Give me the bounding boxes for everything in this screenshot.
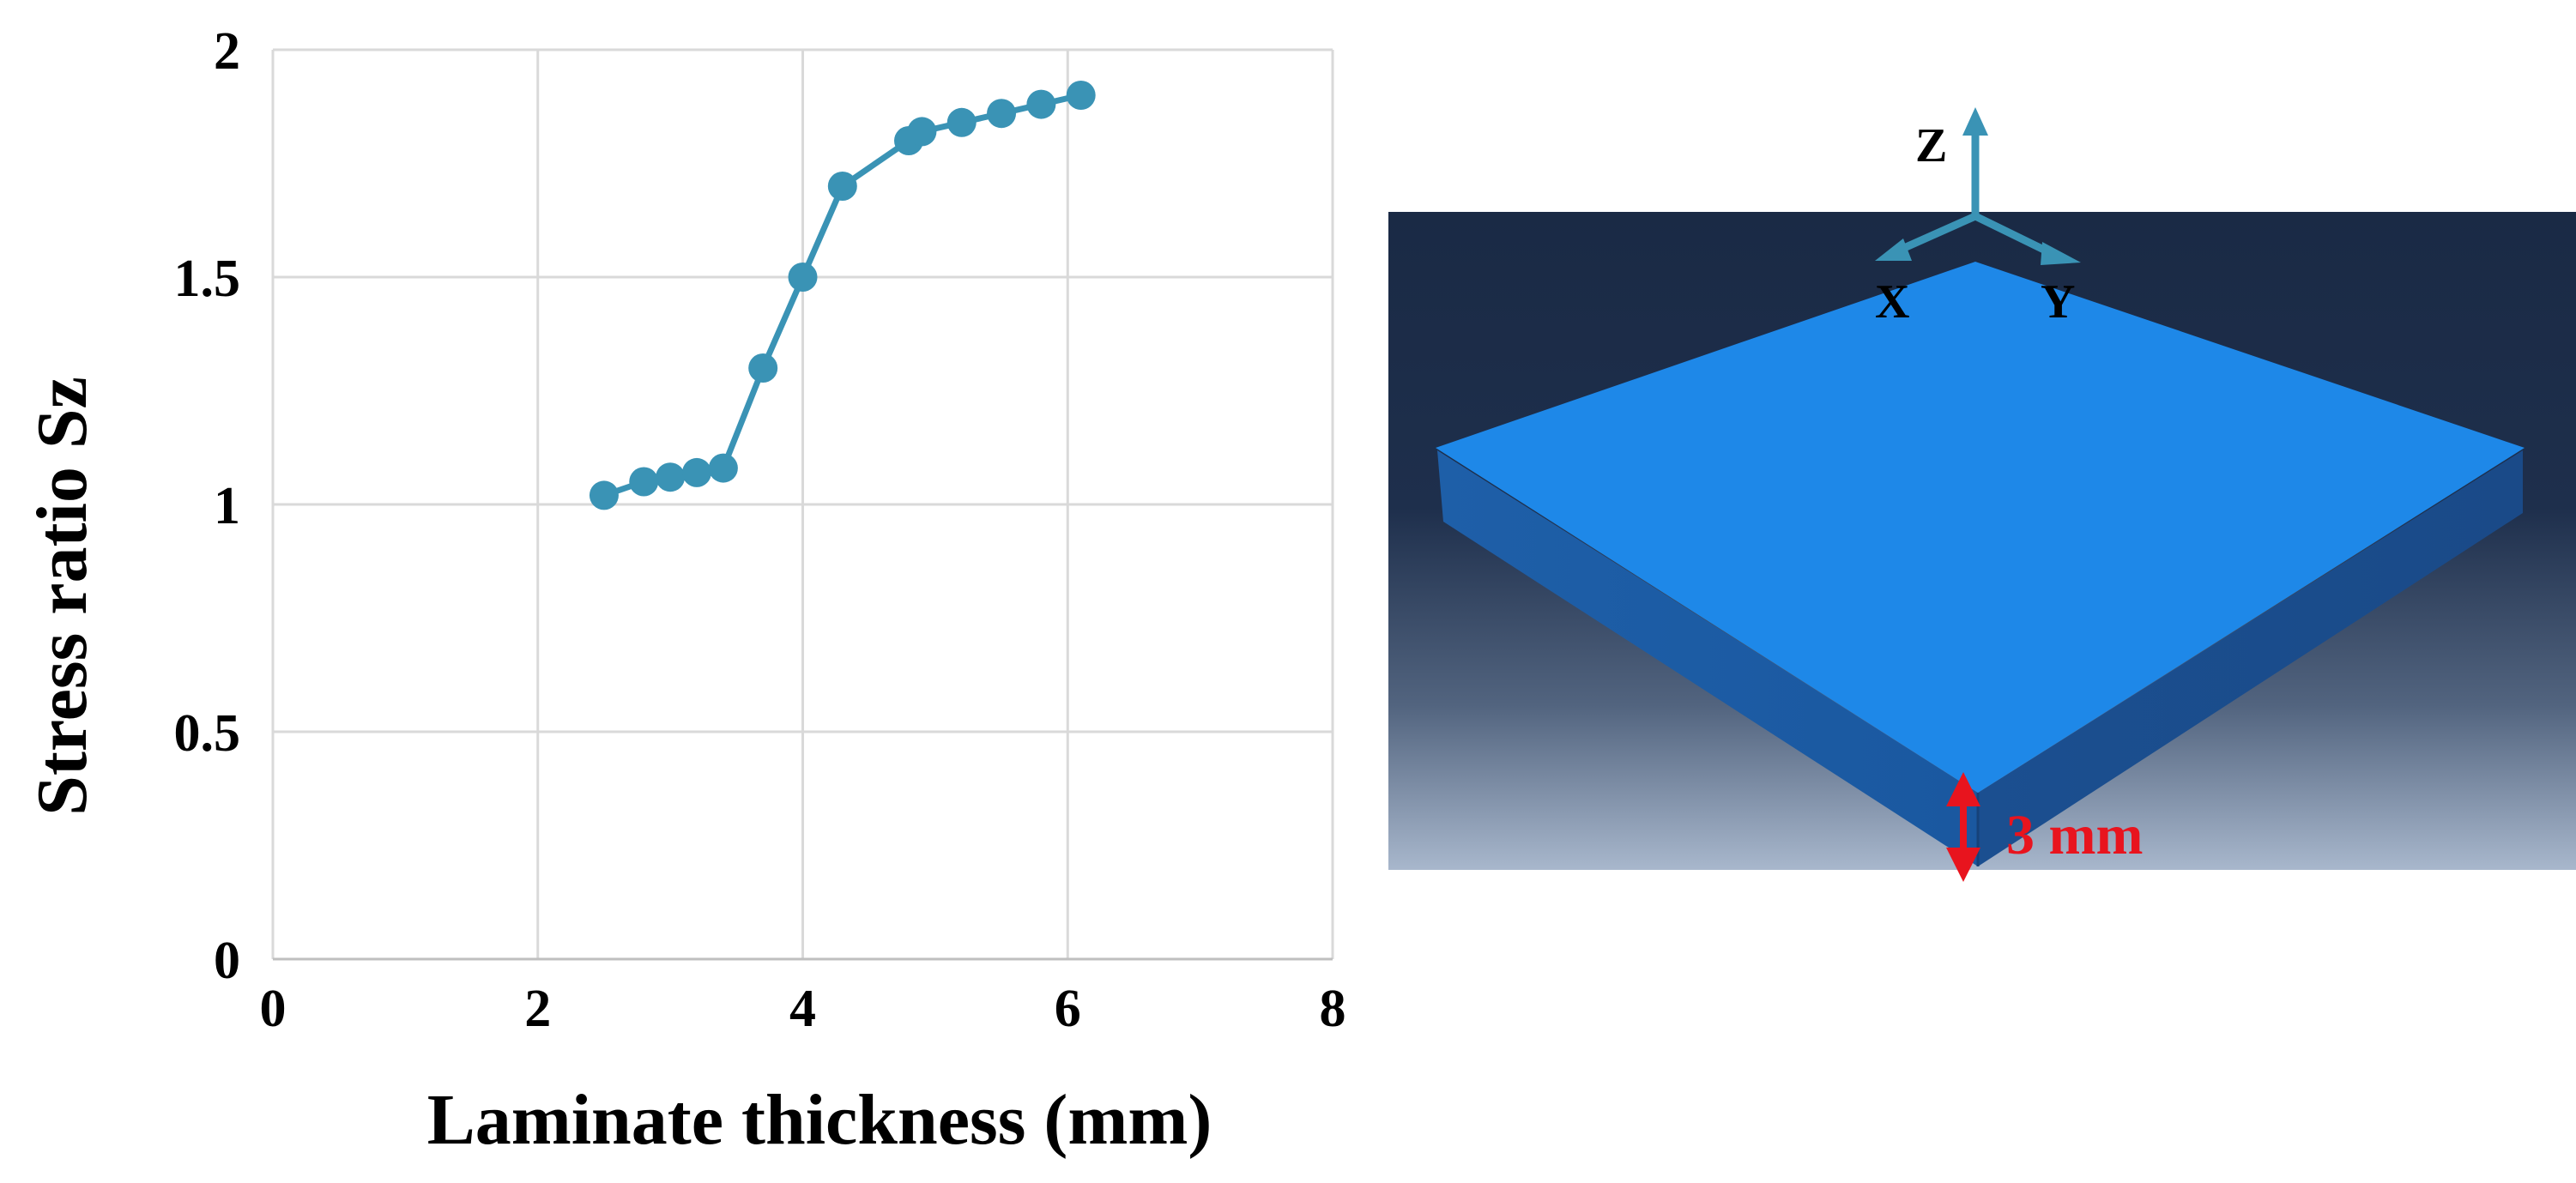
y-tick-label: 1.5: [174, 250, 241, 308]
z-axis-label: Z: [1915, 119, 1947, 172]
x-tick-label: 0: [260, 980, 287, 1038]
data-point: [629, 467, 659, 497]
y-tick-label: 2: [214, 22, 240, 81]
x-tick-label: 4: [789, 980, 816, 1038]
data-point: [827, 172, 857, 201]
y-tick-label: 1: [214, 477, 240, 535]
x-arrow-head: [1875, 238, 1912, 261]
y-axis-label: Y: [2041, 275, 2075, 329]
y-axis-title: Stress ratio Sz: [22, 377, 102, 816]
data-point: [946, 107, 977, 137]
x-tick-label: 2: [524, 980, 551, 1038]
dimension-arrow-up: [1946, 772, 1980, 806]
x-tick-label: 6: [1055, 980, 1081, 1038]
chart-axes: [271, 50, 1333, 961]
data-point: [656, 462, 686, 492]
data-point: [987, 99, 1017, 129]
data-point: [708, 453, 738, 483]
y-tick-labels: 0 0.5 1 1.5 2: [174, 22, 241, 990]
data-point: [788, 263, 818, 292]
z-arrow-head: [1962, 107, 1988, 136]
x-axis-title: Laminate thickness (mm): [427, 1080, 1212, 1160]
x-axis-label: X: [1875, 275, 1909, 329]
dimension-arrow-down: [1946, 848, 1980, 882]
x-tick-label: 8: [1320, 980, 1346, 1038]
data-point: [1026, 89, 1056, 119]
y-arrow-head: [2041, 242, 2081, 265]
thickness-label: 3 mm: [2006, 804, 2143, 866]
data-point: [1066, 81, 1096, 110]
y-tick-label: 0: [214, 932, 240, 990]
data-point: [682, 457, 711, 487]
x-tick-labels: 0 2 4 6 8: [260, 980, 1346, 1038]
plate-left-face: [1437, 450, 1978, 866]
plate-right-face: [1978, 450, 2523, 866]
coordinate-triad: [1875, 107, 2081, 265]
thickness-dimension-arrow: [1946, 772, 1980, 882]
plate-top-face: [1436, 262, 2525, 793]
y-tick-label: 0.5: [174, 704, 241, 763]
data-point: [907, 117, 937, 147]
data-point: [748, 353, 778, 383]
series-markers: [589, 81, 1096, 510]
data-point: [589, 480, 619, 510]
